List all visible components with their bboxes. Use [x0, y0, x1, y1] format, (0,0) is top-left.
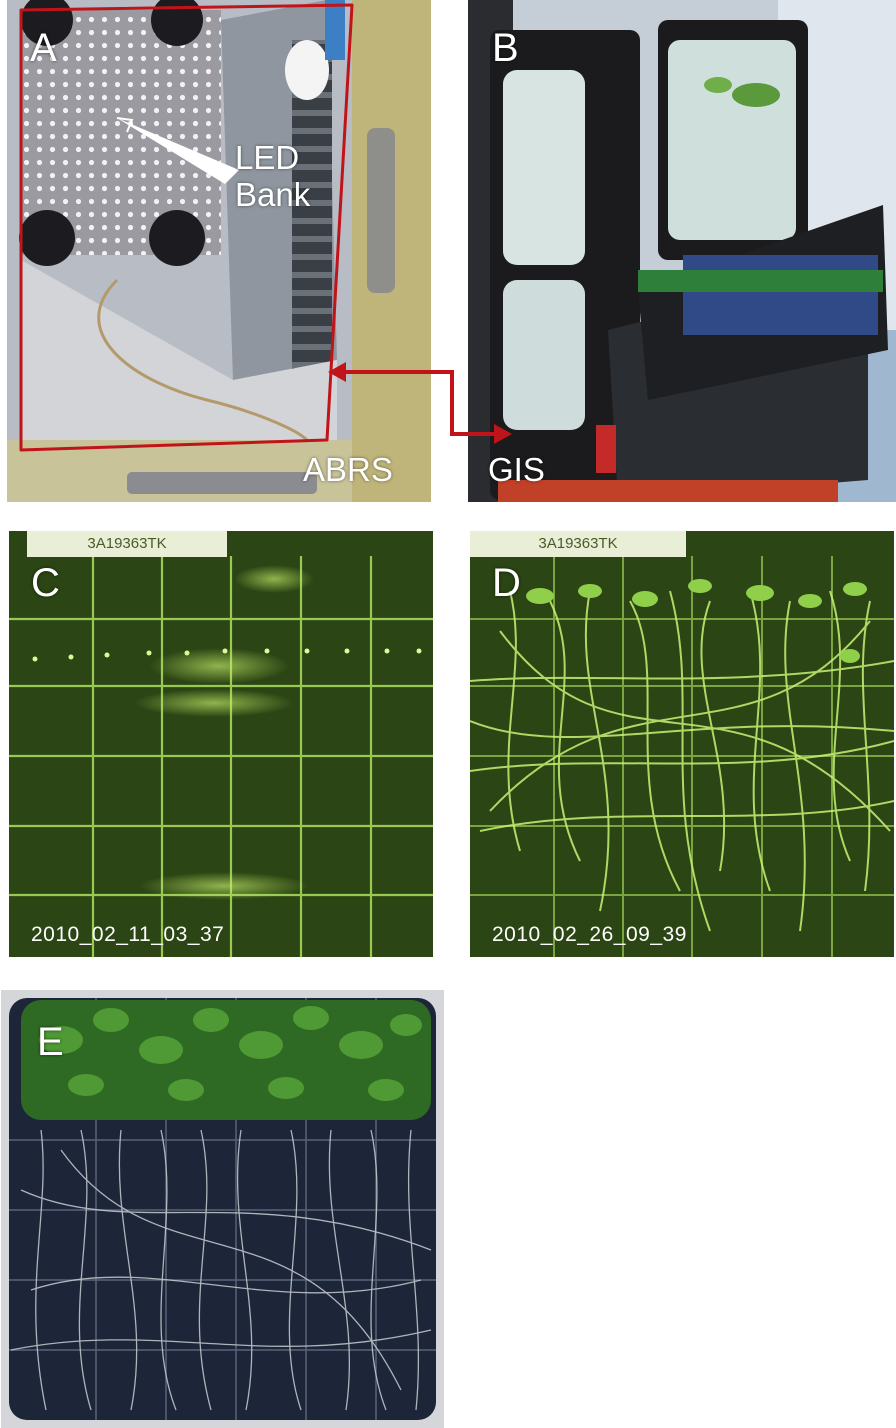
- panel-d-plate-image-day-end: 3A19363TK D 2010_02_26_09_39: [470, 531, 894, 957]
- panel-e-harvested-plate-photo: E: [1, 990, 444, 1428]
- gis-label: GIS: [488, 451, 545, 488]
- led-bank-label: LED Bank: [235, 139, 311, 213]
- plate-barcode-tag: 3A19363TK: [27, 531, 227, 557]
- panel-d-label: D: [492, 561, 521, 605]
- panel-b-gis-hardware-photo: B GIS: [468, 0, 896, 502]
- panel-b-label: B: [492, 26, 519, 70]
- image-timestamp: 2010_02_11_03_37: [31, 923, 225, 946]
- panel-e-label: E: [37, 1020, 64, 1064]
- image-timestamp: 2010_02_26_09_39: [492, 923, 687, 946]
- panel-c-label: C: [31, 561, 60, 605]
- panel-a-abrs-chamber-photo: A LED Bank ABRS: [7, 0, 431, 502]
- abrs-label: ABRS: [303, 451, 393, 488]
- panel-a-label: A: [30, 26, 57, 70]
- plate-barcode-tag: 3A19363TK: [470, 531, 686, 557]
- panel-c-plate-image-day-start: 3A19363TK C 2010_02_11_03_37: [9, 531, 433, 957]
- abrs-gis-connector-arrow: [328, 362, 512, 444]
